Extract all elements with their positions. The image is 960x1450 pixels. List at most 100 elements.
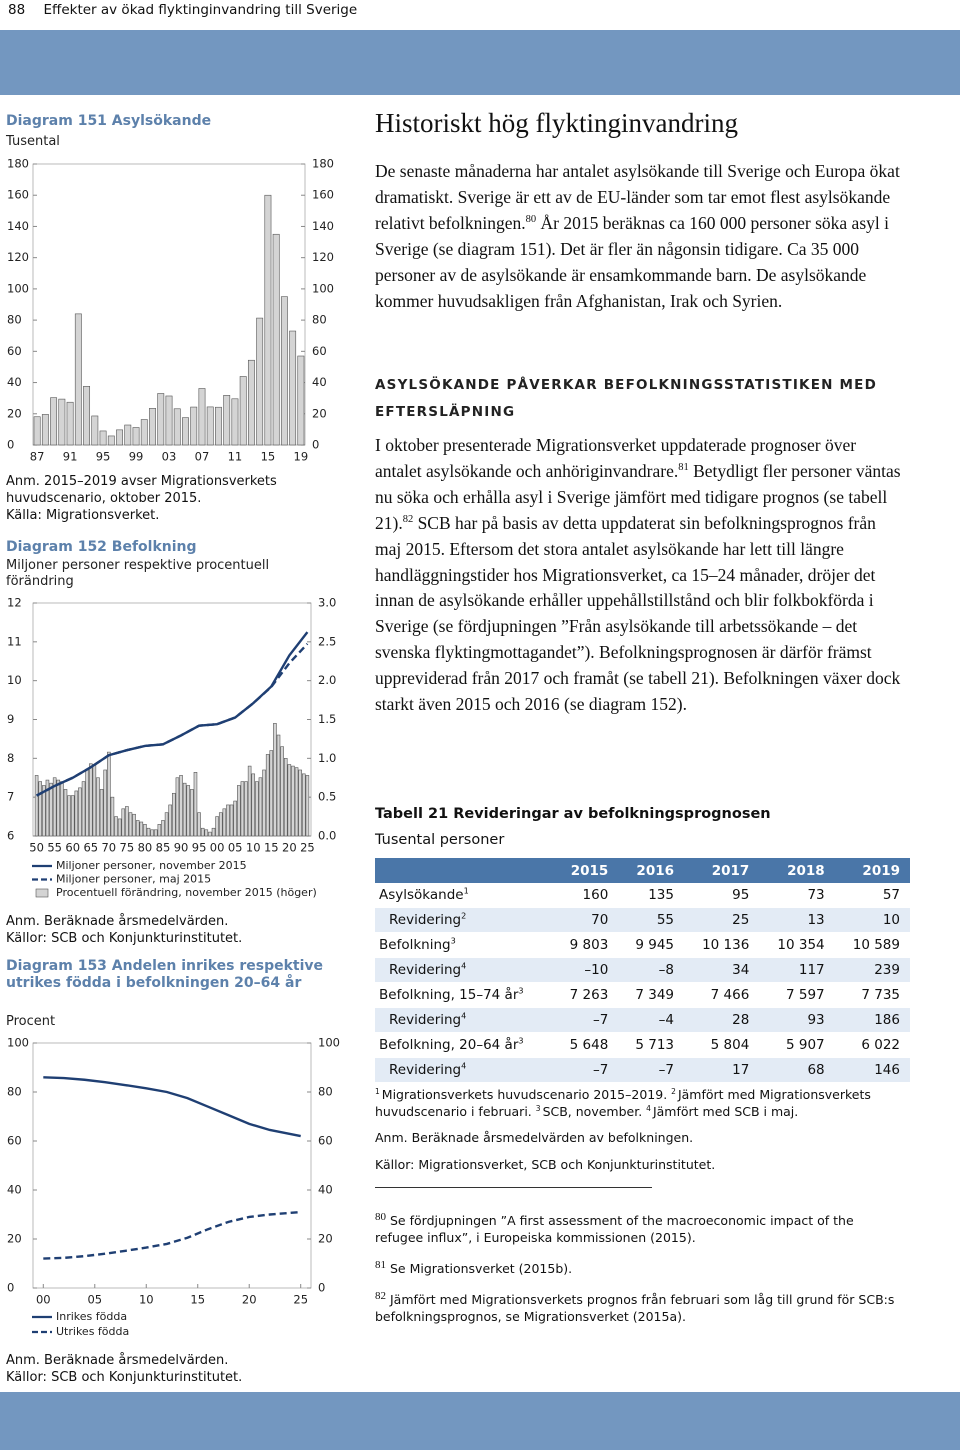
table-body: Asylsökande1 160 135 95 73 57 Revidering2 70 55 2…	[375, 883, 910, 1083]
bar	[161, 820, 165, 837]
note-text: Migrationsverkets huvudscenario 2015–201…	[381, 1087, 668, 1102]
bar	[172, 792, 176, 837]
x-tick-label: 03	[162, 450, 177, 464]
x-tick-label: 87	[30, 450, 45, 464]
x-tick-label: 11	[228, 450, 243, 464]
bar	[218, 812, 223, 837]
bar	[193, 772, 198, 837]
y2-tick-label: 0	[312, 438, 319, 452]
y2-tick-label: 120	[312, 250, 334, 264]
bar	[240, 781, 245, 837]
x-tick-label: 95	[192, 841, 207, 855]
footnote-rule	[375, 1187, 652, 1188]
bar	[140, 419, 148, 446]
bottom-band	[0, 1392, 960, 1450]
y-tick-label: 9	[7, 712, 14, 726]
bar	[91, 415, 99, 446]
x-tick-label: 85	[156, 841, 171, 855]
x-tick-label: 15	[190, 1293, 205, 1307]
y-tick-label: 40	[7, 1183, 22, 1197]
y-tick-label: 0	[7, 1281, 14, 1295]
text: Betydligt fler personer väntas nu söka o…	[375, 460, 901, 533]
chart-notes: Anm. Beräknade årsmedelvärden. Källor: S…	[6, 1352, 336, 1386]
bar	[272, 233, 280, 446]
y-tick-label: 100	[7, 1036, 29, 1050]
table-row: Revidering4 –10 –8 34 117 239	[375, 957, 910, 983]
chart: 0 20 40 60 80 100 120 140 160 180 0 20 40 60 80 100 120 1…	[7, 157, 334, 464]
y2-tick-label: 40	[312, 375, 327, 389]
y-tick-label: 11	[7, 634, 22, 648]
row-label-note: 2	[461, 910, 467, 921]
bar	[58, 398, 66, 446]
text: År 2015 beräknas ca 160 000 personer sök…	[375, 212, 889, 311]
bar	[168, 804, 172, 837]
table-title: Tabell 21 Revideringar av befolkningspro…	[375, 806, 771, 822]
bar	[297, 355, 305, 446]
cell: –7	[552, 1007, 619, 1033]
bar	[276, 734, 281, 837]
footnote-ref: 80	[525, 213, 537, 225]
y2-tick-label: 40	[318, 1183, 333, 1197]
header-cell: 2019	[834, 858, 910, 883]
row-label-note: 3	[518, 985, 524, 996]
bar	[222, 808, 227, 837]
footnote-number: 82	[375, 1290, 386, 1303]
x-tick-label: 05	[228, 841, 243, 855]
bar	[215, 406, 222, 446]
x-tick-label: 00	[36, 1293, 51, 1307]
chart-subtitle: Miljoner personer respektive procentuell…	[6, 558, 270, 589]
x-tick-label: 19	[294, 450, 309, 464]
bar	[157, 824, 162, 837]
bar	[173, 408, 181, 446]
legend-label: Miljoner personer, maj 2015	[56, 873, 211, 886]
x-tick-label: 15	[261, 450, 276, 464]
y2-tick-label: 2.0	[318, 673, 336, 687]
bar	[81, 781, 86, 837]
bar	[206, 406, 214, 446]
bar	[49, 782, 53, 837]
bar	[50, 397, 58, 446]
x-tick-label: 20	[242, 1293, 257, 1307]
running-title: Effekter av ökad flyktinginvandring till…	[43, 2, 358, 18]
chart-note: Anm. 2015–2019 avser Migrationsverkets h…	[6, 474, 277, 506]
bar	[146, 827, 151, 837]
y2-tick-label: 100	[318, 1036, 340, 1050]
x-tick-label: 70	[101, 841, 116, 855]
table-source: Källor: Migrationsverket, SCB och Konjun…	[375, 1157, 716, 1172]
note-number: 4	[646, 1103, 651, 1113]
x-tick-label: 55	[47, 841, 62, 855]
cell: 135	[618, 883, 684, 908]
y-tick-label: 7	[7, 790, 14, 804]
cell: 239	[834, 957, 910, 983]
cell: 10 354	[759, 932, 835, 958]
bar	[132, 427, 140, 446]
subheading: ASYLSÖKANDE PÅVERKAR BEFOLKNINGSSTATISTI…	[375, 377, 877, 420]
chart-notes: Anm. Beräknade årsmedelvärden. Källor: S…	[6, 913, 336, 947]
cell: 9 803	[552, 932, 619, 958]
table-row: Revidering2 70 55 25 13 10	[375, 907, 910, 933]
table-subtitle: Tusental personer	[375, 832, 505, 848]
y2-tick-label: 2.5	[318, 634, 336, 648]
header-cell: 2016	[618, 858, 684, 883]
footnote-text: Se Migrationsverket (2015b).	[390, 1261, 573, 1277]
cell: 117	[759, 957, 835, 983]
note-text: Jämfört med SCB i maj.	[652, 1104, 799, 1119]
text: SCB har på basis av detta uppdaterat sin…	[375, 512, 901, 715]
chart-source: Källa: Migrationsverket.	[6, 508, 160, 523]
bar	[103, 769, 107, 837]
table-head: 2015 2016 2017 2018 2019	[375, 858, 910, 883]
x-tick-label: 25	[293, 1293, 308, 1307]
y-tick-label: 10	[7, 673, 22, 687]
bar	[124, 424, 132, 446]
bar	[223, 395, 231, 446]
cell: 70	[552, 907, 619, 933]
y2-tick-label: 20	[318, 1232, 333, 1246]
bar	[301, 773, 306, 837]
cell: –7	[552, 1057, 619, 1083]
cell: 7 597	[759, 982, 835, 1008]
row-label: Revidering4	[375, 1057, 553, 1083]
cell: 146	[834, 1057, 910, 1083]
bar	[143, 824, 147, 837]
bar	[175, 777, 180, 837]
